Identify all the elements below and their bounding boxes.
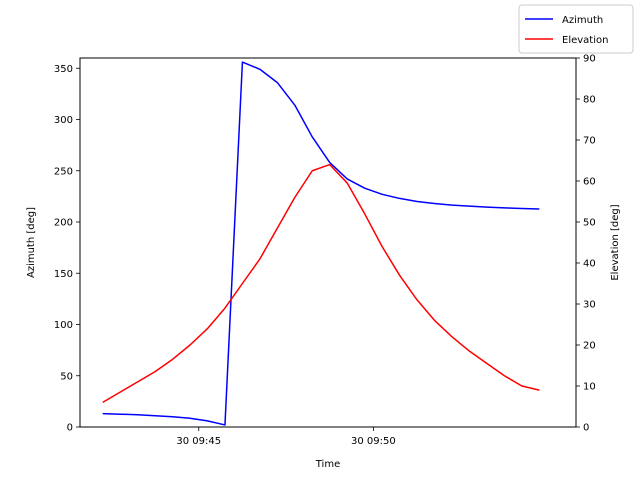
plot-frame (79, 57, 577, 428)
legend-label-elevation: Elevation (562, 35, 608, 46)
legend-box (518, 4, 634, 54)
y-right-tick-label: 20 (583, 341, 596, 352)
x-tick-label: 30 09:45 (176, 436, 221, 447)
axes: 30 09:45 30 09:50 0 50 100 150 200 250 300 350 0 10… (54, 54, 596, 448)
y-right-tick-label: 30 (583, 300, 596, 311)
y-left-tick-label: 50 (60, 371, 73, 382)
x-tick-label: 30 09:50 (351, 436, 396, 447)
legend: Azimuth Elevation (518, 4, 634, 54)
y-left-tick-label: 350 (54, 64, 73, 75)
y-left-tick-label: 100 (54, 320, 73, 331)
series-line-azimuth (102, 61, 540, 426)
y-left-tick-label: 250 (54, 166, 73, 177)
y-right-tick-label: 40 (583, 259, 596, 270)
series-line-elevation (102, 163, 540, 404)
y-right-tick-label: 50 (583, 218, 596, 229)
legend-label-azimuth: Azimuth (562, 15, 603, 26)
y-axis-right-label: Elevation [deg] (610, 204, 621, 280)
y-left-tick-label: 150 (54, 269, 73, 280)
y-right-tick-label: 10 (583, 382, 596, 393)
y-right-tick-label: 90 (583, 54, 596, 65)
y-right-tick-label: 60 (583, 177, 596, 188)
y-axis-left-label: Azimuth [deg] (26, 207, 37, 278)
y-right-tick-label: 70 (583, 136, 596, 147)
y-right-tick-label: 80 (583, 95, 596, 106)
y-left-tick-label: 300 (54, 115, 73, 126)
y-right-tick-label: 0 (583, 423, 589, 434)
series-lines (102, 61, 540, 426)
y-left-tick-label: 200 (54, 218, 73, 229)
x-axis-label: Time (315, 459, 340, 470)
y-left-tick-label: 0 (67, 423, 73, 434)
